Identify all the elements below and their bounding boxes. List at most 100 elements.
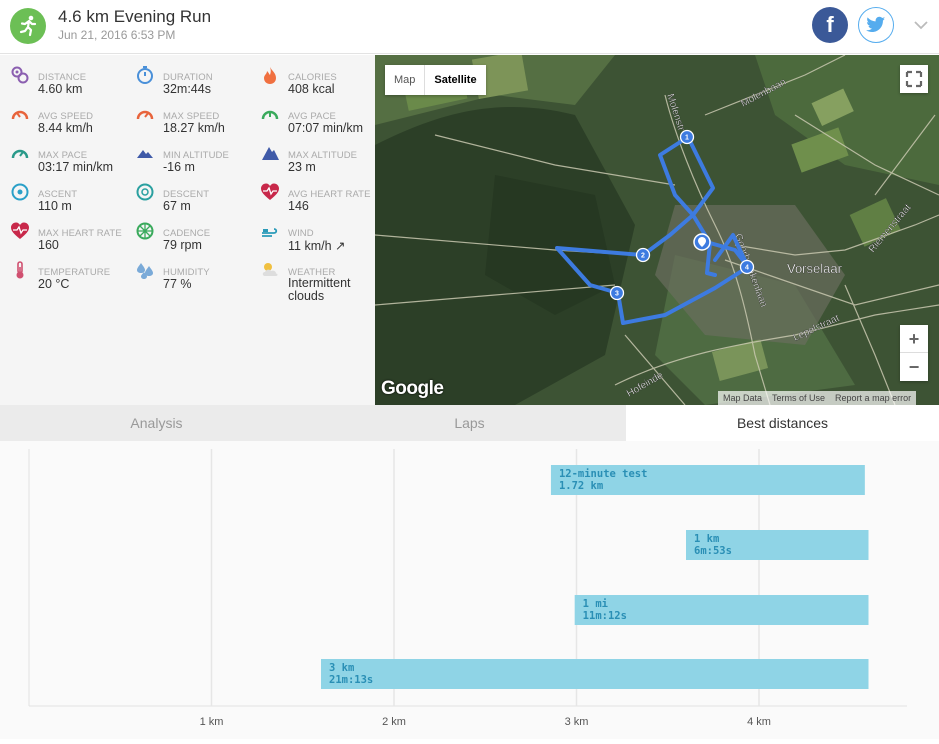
analysis-tabs: Analysis Laps Best distances <box>0 405 939 441</box>
stat-label: DESCENT <box>163 189 210 200</box>
stat-avg-pace: AVG PACE 07:07 min/km <box>250 100 375 139</box>
best-distance-name: 1 km <box>694 533 719 545</box>
stat-label: WIND <box>288 228 314 239</box>
chart-tick-label: 1 km <box>200 716 224 728</box>
best-distance-name: 3 km <box>329 662 354 674</box>
map-data-link[interactable]: Map Data <box>723 393 763 403</box>
stats-panel: DISTANCE 4.60 km DURATION 32m:44s CALORIES 40… <box>0 55 375 405</box>
zoom-in-button[interactable]: + <box>900 325 928 353</box>
best-distances-chart: 1 km 2 km 3 km 4 km 12-minute test 1.72 km 1 k… <box>0 441 939 739</box>
lap-marker-1[interactable]: 1 <box>679 129 695 145</box>
stat-label: MAX PACE <box>38 150 88 161</box>
flame-icon <box>264 67 276 84</box>
stat-value: 18.27 km/h <box>163 121 225 135</box>
report-map-error-link[interactable]: Report a map error <box>835 393 912 403</box>
speedometer-max-icon <box>136 110 154 120</box>
min-altitude-icon <box>137 150 153 158</box>
map-type-satellite-button[interactable]: Satellite <box>424 65 485 95</box>
stat-label: DURATION <box>163 72 213 83</box>
google-logo: Google <box>381 378 444 399</box>
stat-label: MAX SPEED <box>163 111 220 122</box>
route-map[interactable]: Molenbaan Molenstr Vorselaar Riemenstraa… <box>375 55 939 405</box>
terms-of-use-link[interactable]: Terms of Use <box>772 393 826 403</box>
lap-marker-3[interactable]: 3 <box>609 285 625 301</box>
fullscreen-icon <box>905 70 923 88</box>
svg-text:2: 2 <box>641 253 645 260</box>
ascent-icon <box>11 183 29 201</box>
tab-best-distances[interactable]: Best distances <box>626 405 939 441</box>
stat-max-speed: MAX SPEED 18.27 km/h <box>125 100 250 139</box>
lap-marker-2[interactable]: 2 <box>635 247 651 263</box>
chevron-down-icon[interactable] <box>912 16 930 34</box>
map-type-toggle: Map Satellite <box>385 65 486 95</box>
stat-avg-speed: AVG SPEED 8.44 km/h <box>0 100 125 139</box>
svg-text:1: 1 <box>685 135 689 142</box>
stat-temperature: TEMPERATURE 20 °C <box>0 256 125 295</box>
tab-laps[interactable]: Laps <box>313 405 626 441</box>
stat-max-altitude: MAX ALTITUDE 23 m <box>250 139 375 178</box>
zoom-out-button[interactable]: − <box>908 357 920 377</box>
lap-marker-4[interactable]: 4 <box>739 259 755 275</box>
max-heart-rate-icon <box>11 222 29 239</box>
stat-value: 07:07 min/km <box>288 121 364 135</box>
stat-label: MIN ALTITUDE <box>163 150 229 161</box>
best-distance-bar <box>321 659 869 689</box>
best-distance-name: 1 mi <box>583 598 608 610</box>
chart-tick-label: 4 km <box>747 716 771 728</box>
tab-analysis[interactable]: Analysis <box>0 405 313 441</box>
stat-wind: WIND 11 km/h ↗ <box>250 217 375 256</box>
stat-value: 03:17 min/km <box>38 160 114 174</box>
stat-label: DISTANCE <box>38 72 87 83</box>
best-distance-name: 12-minute test <box>559 468 648 480</box>
stat-value: 146 <box>288 199 309 213</box>
stat-distance: DISTANCE 4.60 km <box>0 61 125 100</box>
humidity-icon <box>137 263 153 279</box>
stat-value: 20 °C <box>38 277 70 291</box>
map-footer: Map Data Terms of Use Report a map error <box>718 391 917 405</box>
stat-weather: WEATHER Intermittent clouds <box>250 256 375 303</box>
stat-value: Intermittent clouds <box>288 276 351 303</box>
max-altitude-icon <box>262 147 279 160</box>
stat-avg-heart-rate: AVG HEART RATE 146 <box>250 178 375 217</box>
stat-value: 11 km/h ↗ <box>288 239 346 253</box>
twitter-share-button[interactable] <box>858 7 894 43</box>
stat-min-altitude: MIN ALTITUDE -16 m <box>125 139 250 178</box>
chart-tick-label: 3 km <box>565 716 589 728</box>
stat-value: 160 <box>38 238 59 252</box>
stat-label: MAX HEART RATE <box>38 228 122 239</box>
activity-header: 4.6 km Evening Run Jun 21, 2016 6:53 PM … <box>0 0 939 54</box>
stat-value: 79 rpm <box>163 238 202 252</box>
satellite-imagery: Molenbaan Molenstr Vorselaar Riemenstraa… <box>375 55 939 405</box>
distance-icon <box>11 66 29 84</box>
twitter-icon <box>866 16 886 32</box>
activity-date: Jun 21, 2016 6:53 PM <box>58 28 176 42</box>
stat-label: AVG HEART RATE <box>288 189 371 200</box>
svg-text:4: 4 <box>745 265 749 272</box>
stat-value: 110 m <box>38 199 72 213</box>
best-distance-value: 6m:53s <box>694 545 732 557</box>
thermometer-icon <box>16 261 24 279</box>
pace-gauge-icon <box>261 110 279 120</box>
best-distance-bar <box>686 530 869 560</box>
stat-ascent: ASCENT 110 m <box>0 178 125 217</box>
running-person-icon <box>10 8 46 44</box>
stat-descent: DESCENT 67 m <box>125 178 250 217</box>
fullscreen-button[interactable] <box>900 65 928 93</box>
stat-cadence: CADENCE 79 rpm <box>125 217 250 256</box>
stat-label: WEATHER <box>288 267 336 278</box>
stat-label: ASCENT <box>38 189 78 200</box>
wind-icon <box>262 228 278 237</box>
stat-value: 408 kcal <box>288 82 335 96</box>
stat-duration: DURATION 32m:44s <box>125 61 250 100</box>
speedometer-icon <box>11 110 29 120</box>
facebook-share-button[interactable]: f <box>812 7 848 43</box>
map-type-map-button[interactable]: Map <box>394 74 416 86</box>
best-distance-value: 21m:13s <box>329 674 373 686</box>
start-location-pin-icon[interactable] <box>693 233 711 251</box>
partly-cloudy-icon <box>262 263 278 276</box>
stat-value: 23 m <box>288 160 316 174</box>
descent-icon <box>136 183 154 201</box>
stat-value: -16 m <box>163 160 195 174</box>
stat-value: 8.44 km/h <box>38 121 93 135</box>
